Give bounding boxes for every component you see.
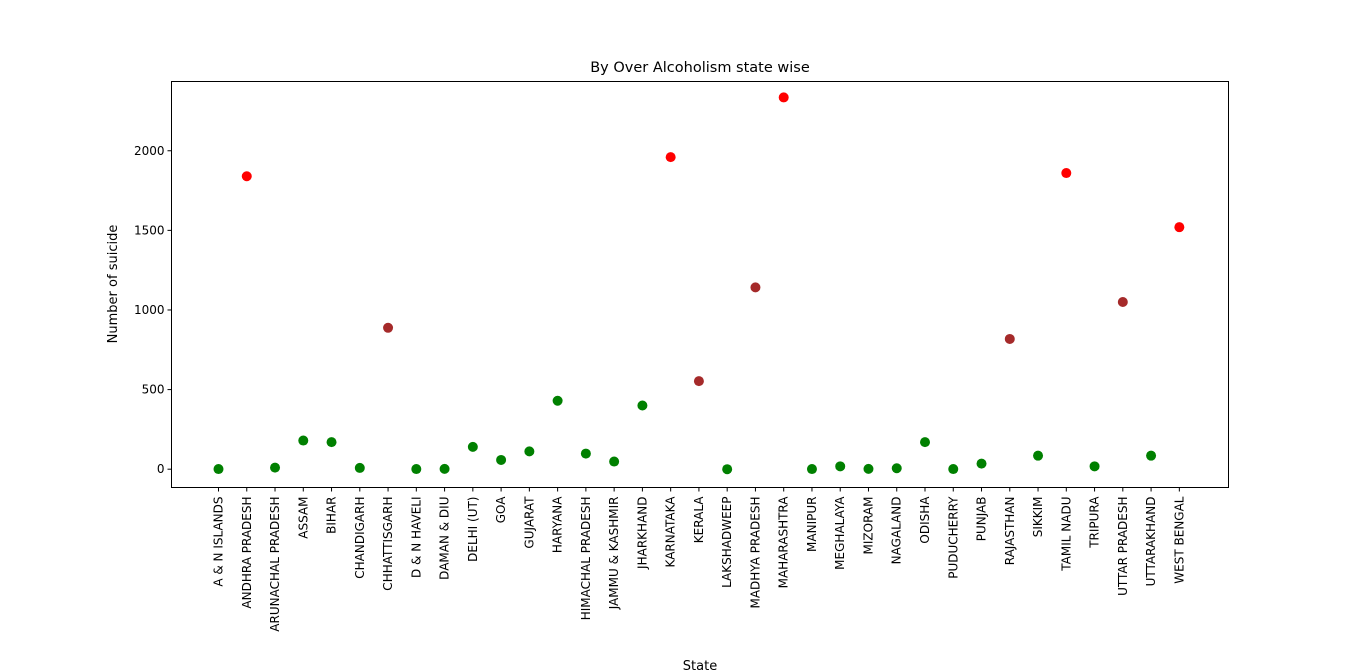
data-point [1061,168,1072,179]
x-tick-label: PUNJAB [975,497,989,542]
x-tick-label: MANIPUR [805,497,819,552]
x-tick-label: WEST BENGAL [1172,496,1186,584]
y-tick-label: 1000 [134,303,165,317]
y-tick-label: 1500 [134,223,165,237]
data-point [806,464,817,475]
x-tick-label: GUJARAT [522,496,536,549]
data-point [580,448,591,459]
x-tick-label: LAKSHADWEEP [720,497,734,588]
x-tick-label: ARUNACHAL PRADESH [268,497,282,632]
chart-title: By Over Alcoholism state wise [590,60,810,76]
x-tick-label: KERALA [692,496,706,543]
x-tick-label: HARYANA [551,496,565,553]
x-tick-label: NAGALAND [890,497,904,565]
data-point [609,456,620,467]
data-point [524,446,535,457]
x-tick-label: PUDUCHERRY [946,496,960,579]
x-tick-label: CHHATTISGARH [381,497,395,591]
data-point [1117,297,1128,308]
x-tick-label: D & N HAVELI [409,497,423,579]
data-point [976,458,987,469]
data-point [750,282,761,293]
data-point [1004,333,1015,344]
plot-area-frame [171,81,1229,488]
data-point [863,463,874,474]
x-tick-label: DELHI (UT) [466,497,480,562]
data-point [552,395,563,406]
x-tick-label: HIMACHAL PRADESH [579,497,593,621]
data-point [835,461,846,472]
data-point [1089,461,1100,472]
y-tick-label: 2000 [134,144,165,158]
x-tick-label: TAMIL NADU [1059,497,1073,572]
x-tick-label: UTTAR PRADESH [1116,497,1130,596]
data-point [467,441,478,452]
data-point [354,462,365,473]
x-tick-label: ASSAM [296,497,310,539]
y-axis-label: Number of suicide [106,225,121,344]
data-point [1146,450,1157,461]
x-tick-label: GOA [494,496,508,524]
data-point [1033,450,1044,461]
x-tick-label: JHARKHAND [635,497,649,570]
x-tick-label: MAHARASHTRA [777,496,791,589]
data-point [411,464,422,475]
data-point [1174,222,1185,233]
data-point [778,92,789,103]
data-point [948,464,959,475]
x-tick-label: DAMAN & DIU [438,497,452,580]
x-tick-label: MADHYA PRADESH [748,497,762,609]
x-tick-label: TRIPURA [1088,496,1102,549]
data-point [637,400,648,411]
data-point [326,437,337,448]
x-tick-label: JAMMU & KASHMIR [607,497,621,611]
x-tick-label: UTTARAKHAND [1144,497,1158,587]
x-tick-label: ANDHRA PRADESH [240,497,254,609]
x-axis: A & N ISLANDS ANDHRA PRADESH ARUNACHAL PRA… [212,487,1186,632]
x-tick-label: SIKKIM [1031,497,1045,538]
x-tick-label: CHANDIGARH [353,497,367,579]
data-point [496,454,507,465]
x-axis-label: State [683,659,717,671]
data-point [241,171,252,182]
x-tick-label: MEGHALAYA [833,496,847,570]
data-points [213,92,1185,475]
data-point [693,376,704,387]
x-tick-label: A & N ISLANDS [212,497,226,587]
data-point [270,462,281,473]
data-point [891,463,902,474]
data-point [920,437,930,448]
data-point [213,464,224,475]
x-tick-label: BIHAR [325,497,339,534]
y-axis: 0 500 1000 1500 2000 [134,144,172,476]
y-tick-label: 0 [157,462,165,476]
x-tick-label: RAJASTHAN [1003,497,1017,566]
data-point [298,435,309,446]
data-point [439,463,450,474]
y-tick-label: 500 [142,383,165,397]
x-tick-label: KARNATAKA [664,496,678,568]
data-point [722,464,733,475]
data-point [383,322,394,333]
x-tick-label: MIZORAM [861,497,875,555]
x-tick-label: ODISHA [918,496,932,544]
data-point [665,152,676,163]
